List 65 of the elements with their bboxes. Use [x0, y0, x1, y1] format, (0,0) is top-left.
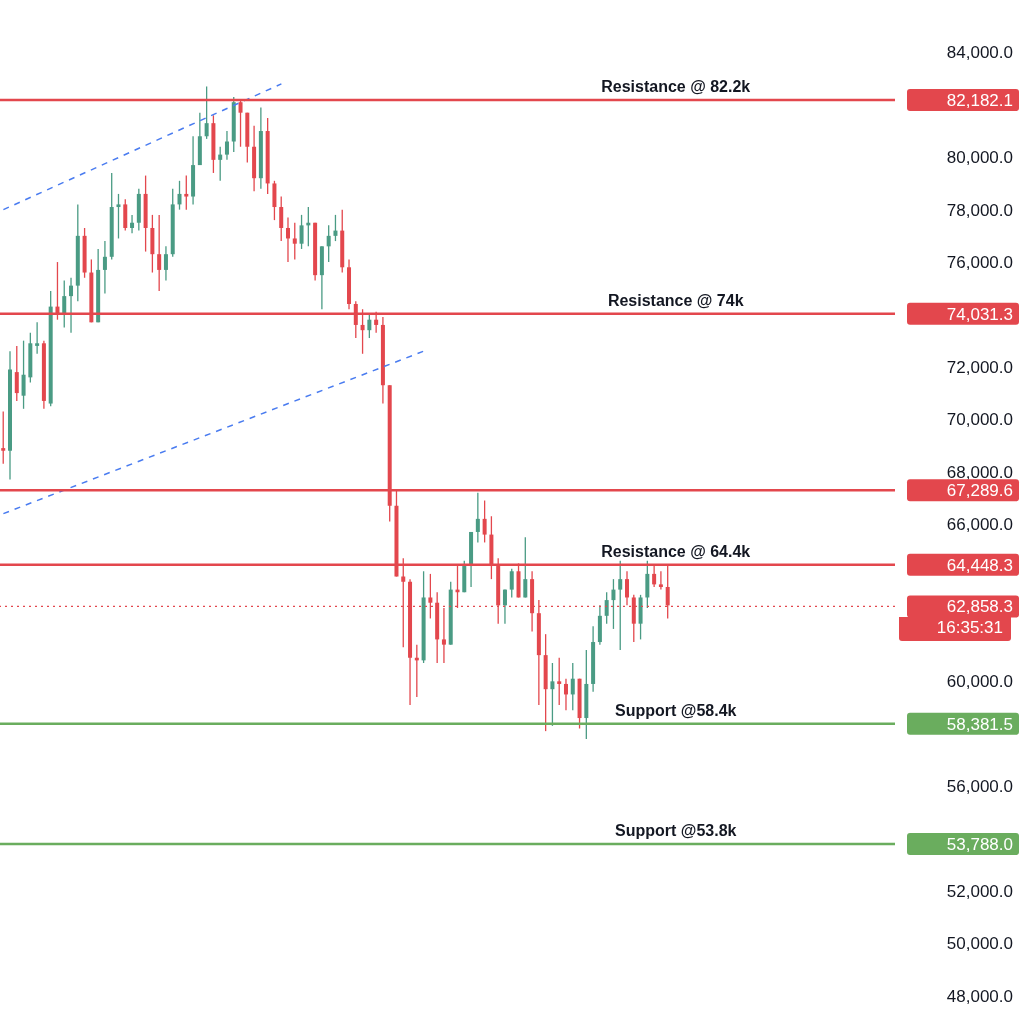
candlestick [184, 174, 189, 211]
candlestick [333, 214, 338, 242]
y-tick-label: 52,000.0 [946, 881, 1013, 901]
y-tick-label: 68,000.0 [946, 462, 1013, 482]
y-tick-label: 67,289.6 [946, 481, 1013, 501]
candlestick [1, 410, 6, 465]
y-tick-label: 60,000.0 [946, 672, 1013, 692]
candlestick [523, 536, 528, 599]
y-tick-label: 56,000.0 [946, 777, 1013, 797]
ref-line-label: Resistance @ 64.4k [601, 542, 751, 560]
candlestick [279, 195, 284, 242]
text: 16:35:31 [899, 617, 1011, 642]
candlestick [224, 130, 229, 161]
candlestick [35, 321, 40, 355]
y-tick-label: 82,182.1 [946, 91, 1013, 111]
candlestick [570, 662, 575, 711]
ref-line-label: Resistance @ 82.2k [601, 78, 751, 96]
candlestick [367, 313, 372, 339]
candlestick [482, 499, 487, 544]
candlestick [475, 492, 480, 544]
candlestick [299, 214, 304, 250]
ref-line-label: Support @53.8k [615, 822, 737, 840]
y-tick-label: 76,000.0 [946, 253, 1013, 273]
ref-line-label: Support @58.4k [615, 701, 737, 719]
candlestick [563, 678, 568, 711]
candlestick [163, 245, 168, 282]
y-tick-label: 48,000.0 [946, 986, 1013, 1006]
candlestick [625, 570, 630, 606]
candlestick [272, 180, 277, 221]
y-tick-label: 70,000.0 [946, 410, 1013, 430]
candlestick [611, 578, 616, 630]
candlestick [550, 662, 555, 727]
candlestick [14, 345, 19, 402]
y-tick-label: 84,000.0 [946, 43, 1013, 63]
y-tick-label: 50,000.0 [946, 934, 1013, 954]
y-tick-label: 74,031.3 [946, 304, 1013, 324]
candlestick [285, 216, 290, 263]
candlestick [157, 214, 162, 292]
candlestick [557, 657, 562, 706]
candlestick [204, 85, 209, 140]
candlestick [658, 570, 663, 591]
y-tick-label: 64,448.3 [946, 555, 1013, 575]
candlestick [509, 568, 514, 599]
candlestick [326, 224, 331, 263]
y-tick-label: 53,788.0 [946, 835, 1013, 855]
candlestick [645, 560, 650, 609]
y-tick-label: 58,381.5 [946, 714, 1013, 734]
candlestick [21, 340, 26, 410]
candlestick [604, 591, 609, 625]
candlestick [116, 193, 121, 240]
candlestick [292, 222, 297, 261]
candlestick [618, 560, 623, 651]
y-tick-label: 66,000.0 [946, 515, 1013, 535]
candlestick [218, 146, 223, 182]
ref-line-label: Resistance @ 74k [607, 291, 744, 309]
y-tick-label: 78,000.0 [946, 200, 1013, 220]
candlestick [102, 240, 107, 295]
candlestick [502, 588, 507, 625]
y-tick-label: 62,858.3 [946, 597, 1013, 617]
candlestick [69, 277, 74, 334]
y-tick-label: 72,000.0 [946, 357, 1013, 377]
candlestick [130, 214, 135, 234]
candlestick [123, 198, 128, 232]
y-tick-label: 80,000.0 [946, 148, 1013, 168]
candlestick [177, 180, 182, 211]
